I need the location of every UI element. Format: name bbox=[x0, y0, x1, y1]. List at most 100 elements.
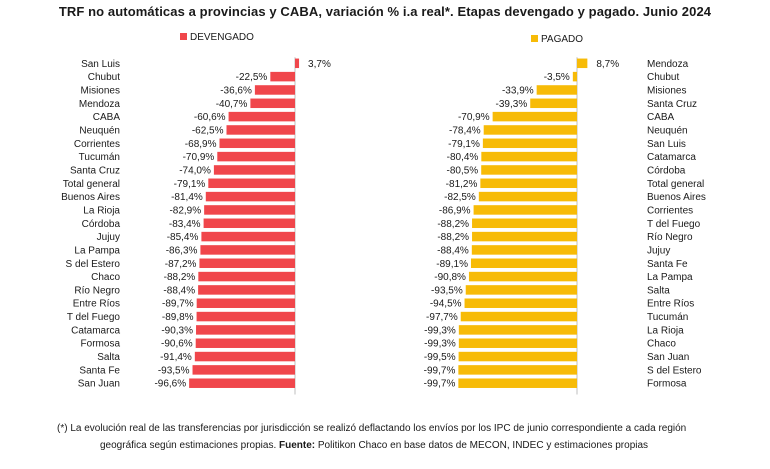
source-text: Politikon Chaco en base datos de MECON, … bbox=[315, 440, 649, 451]
pagado-value-label: -89,1% bbox=[436, 259, 468, 270]
pagado-value-label: -3,5% bbox=[544, 72, 570, 83]
pagado-bar bbox=[471, 245, 577, 255]
pagado-category-label: Corrientes bbox=[647, 205, 693, 216]
devengado-bar bbox=[228, 111, 295, 122]
devengado-value-label: -90,3% bbox=[161, 325, 193, 336]
devengado-category-label: Tucumán bbox=[79, 152, 120, 163]
pagado-category-label: T del Fuego bbox=[647, 219, 701, 230]
devengado-bar bbox=[295, 58, 300, 69]
devengado-bar bbox=[250, 98, 295, 109]
footnote-line1: (*) La evolución real de las transferenc… bbox=[57, 423, 687, 434]
devengado-bar bbox=[205, 191, 295, 202]
pagado-value-label: -88,4% bbox=[437, 245, 469, 256]
devengado-category-label: Chubut bbox=[88, 72, 120, 83]
devengado-bar bbox=[213, 165, 295, 175]
devengado-category-label: Río Negro bbox=[74, 285, 120, 296]
devengado-value-label: -89,8% bbox=[162, 312, 194, 323]
pagado-category-label: Jujuy bbox=[647, 245, 670, 256]
devengado-category-label: La Pampa bbox=[74, 245, 120, 256]
pagado-bar bbox=[478, 191, 577, 202]
devengado-bar bbox=[204, 205, 295, 215]
pagado-bar bbox=[458, 325, 577, 335]
footnote-line2-text: geográfica según estimaciones propias. bbox=[100, 440, 279, 451]
devengado-category-label: Catamarca bbox=[71, 325, 120, 336]
devengado-value-label: 3,7% bbox=[308, 59, 331, 70]
pagado-category-label: Córdoba bbox=[647, 165, 686, 176]
pagado-value-label: -90,8% bbox=[434, 272, 466, 283]
pagado-bar bbox=[470, 258, 577, 268]
devengado-value-label: -81,4% bbox=[171, 192, 203, 203]
pagado-value-label: -39,3% bbox=[496, 99, 528, 110]
devengado-value-label: -62,5% bbox=[192, 125, 224, 136]
devengado-value-label: -88,4% bbox=[163, 285, 195, 296]
pagado-bar bbox=[472, 231, 577, 242]
devengado-value-label: -88,2% bbox=[164, 272, 196, 283]
devengado-bar bbox=[270, 71, 295, 82]
pagado-bar bbox=[492, 111, 577, 122]
pagado-value-label: -80,5% bbox=[447, 165, 479, 176]
chart-title: TRF no automáticas a provincias y CABA, … bbox=[58, 4, 712, 19]
devengado-value-label: -82,9% bbox=[169, 205, 201, 216]
pagado-value-label: 8,7% bbox=[596, 59, 619, 70]
devengado-bar bbox=[195, 338, 295, 348]
devengado-value-label: -79,1% bbox=[174, 179, 206, 190]
pagado-value-label: -82,5% bbox=[444, 192, 476, 203]
devengado-value-label: -96,6% bbox=[154, 379, 186, 390]
pagado-bar bbox=[480, 178, 577, 189]
devengado-category-label: Buenos Aires bbox=[61, 192, 120, 203]
devengado-value-label: -93,5% bbox=[158, 365, 190, 376]
pagado-value-label: -88,2% bbox=[437, 219, 469, 230]
pagado-value-label: -97,7% bbox=[426, 312, 458, 323]
pagado-bar bbox=[530, 98, 577, 109]
pagado-bar bbox=[468, 271, 577, 282]
pagado-bar bbox=[481, 165, 577, 175]
devengado-legend-label: DEVENGADO bbox=[190, 32, 254, 43]
devengado-category-label: Córdoba bbox=[82, 219, 121, 230]
devengado-category-label: Santa Cruz bbox=[70, 165, 120, 176]
pagado-value-label: -88,2% bbox=[437, 232, 469, 243]
footnote: (*) La evolución real de las transferenc… bbox=[57, 420, 717, 454]
pagado-category-label: Neuquén bbox=[647, 125, 688, 136]
devengado-bar bbox=[219, 138, 295, 149]
pagado-category-label: CABA bbox=[647, 112, 675, 123]
devengado-bar bbox=[198, 285, 295, 295]
devengado-category-label: Misiones bbox=[81, 85, 120, 96]
pagado-bar bbox=[572, 71, 577, 82]
devengado-bar bbox=[194, 351, 295, 362]
pagado-bar bbox=[464, 298, 577, 308]
devengado-category-label: Chaco bbox=[91, 272, 120, 283]
devengado-bar bbox=[189, 378, 295, 388]
devengado-bar bbox=[254, 85, 295, 95]
devengado-bar bbox=[199, 258, 295, 268]
devengado-category-label: La Rioja bbox=[83, 205, 120, 216]
devengado-value-label: -89,7% bbox=[162, 299, 194, 310]
devengado-bar bbox=[203, 218, 295, 229]
pagado-category-label: Entre Ríos bbox=[647, 299, 694, 310]
footnote-line2: geográfica según estimaciones propias. F… bbox=[57, 437, 717, 454]
devengado-bar bbox=[208, 178, 295, 189]
pagado-category-label: Chaco bbox=[647, 339, 676, 350]
pagado-category-label: Total general bbox=[647, 179, 704, 190]
devengado-value-label: -87,2% bbox=[165, 259, 197, 270]
pagado-value-label: -33,9% bbox=[502, 85, 534, 96]
pagado-category-label: S del Estero bbox=[647, 365, 702, 376]
pagado-category-label: Misiones bbox=[647, 85, 686, 96]
devengado-value-label: -70,9% bbox=[183, 152, 215, 163]
devengado-value-label: -91,4% bbox=[160, 352, 192, 363]
devengado-bar bbox=[200, 245, 295, 255]
pagado-category-label: La Pampa bbox=[647, 272, 693, 283]
devengado-value-label: -74,0% bbox=[179, 165, 211, 176]
devengado-value-label: -83,4% bbox=[169, 219, 201, 230]
pagado-value-label: -94,5% bbox=[430, 299, 462, 310]
devengado-bar bbox=[196, 325, 295, 335]
devengado-bar bbox=[192, 365, 295, 375]
pagado-bar bbox=[472, 218, 577, 229]
devengado-category-label: Corrientes bbox=[74, 139, 120, 150]
devengado-category-label: Mendoza bbox=[79, 99, 121, 110]
pagado-bar bbox=[473, 205, 577, 215]
pagado-category-label: Chubut bbox=[647, 72, 679, 83]
pagado-category-label: Formosa bbox=[647, 379, 687, 390]
devengado-category-label: Total general bbox=[63, 179, 120, 190]
devengado-bar bbox=[198, 271, 295, 282]
pagado-bar bbox=[482, 138, 577, 149]
